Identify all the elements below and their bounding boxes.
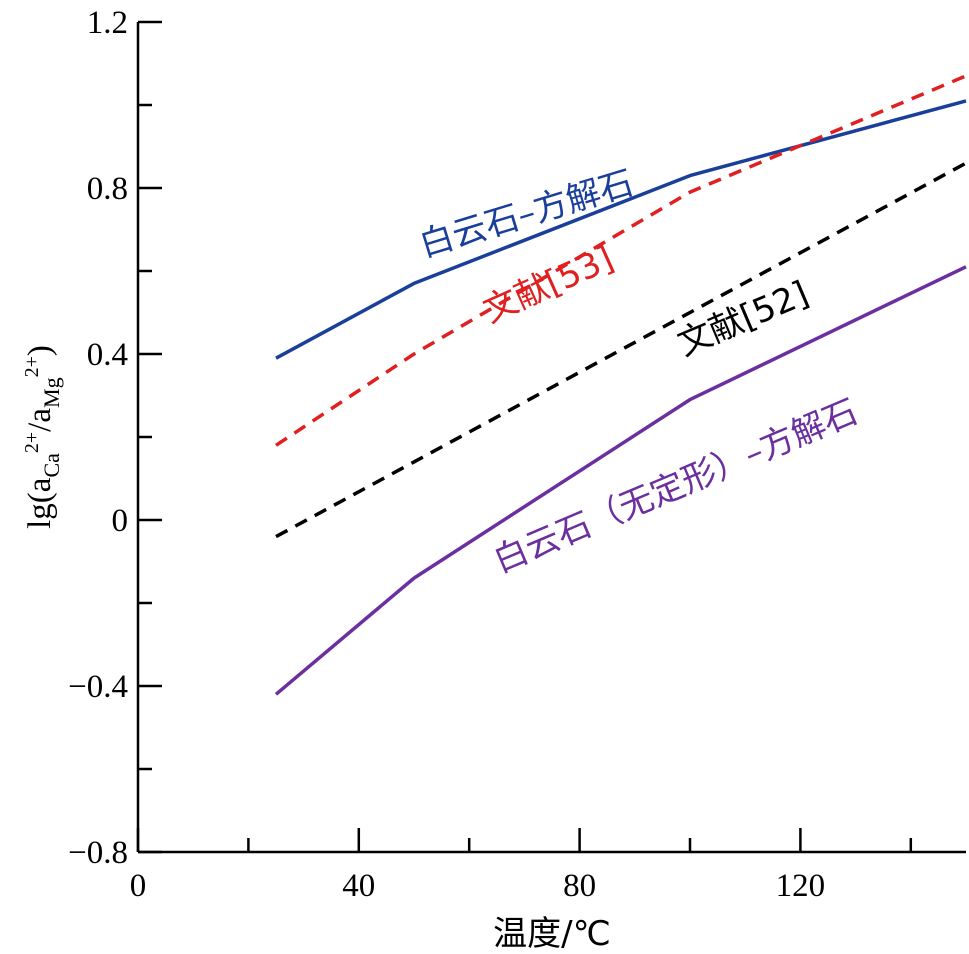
axes: 0 40 80 120 −0.8 −0.4 0 0.4 0.8 1.2: [68, 5, 966, 904]
y-tick-label: 0.4: [87, 337, 128, 373]
y-axis-label: lg(aCa2+/aMg2+): [21, 345, 64, 529]
x-tick-label: 40: [342, 868, 375, 904]
x-axis-label: 温度/℃: [493, 914, 611, 954]
series-line-amorphous-dolomite-calcite: [274, 265, 967, 696]
y-tick-label: 0.8: [87, 171, 128, 207]
x-tick-label: 80: [563, 868, 596, 904]
y-tick-label: 1.2: [87, 5, 128, 41]
series-label-ref53: 文献[53]: [477, 239, 619, 332]
y-tick-label: 0: [112, 503, 129, 539]
series-line-ref53: [275, 74, 967, 447]
ticks: 0 40 80 120 −0.8 −0.4 0 0.4 0.8 1.2: [68, 5, 913, 904]
series-layer: [274, 74, 967, 696]
y-tick-label: −0.4: [68, 669, 128, 705]
x-tick-label: 120: [776, 868, 826, 904]
y-tick-label: −0.8: [68, 835, 128, 871]
x-tick-label: 0: [130, 868, 147, 904]
series-label-amorphous-dolomite-calcite: 白云石（无定形）–方解石: [488, 392, 864, 582]
series-line-ref52: [275, 161, 967, 539]
series-line-dolomite-calcite: [275, 99, 967, 360]
